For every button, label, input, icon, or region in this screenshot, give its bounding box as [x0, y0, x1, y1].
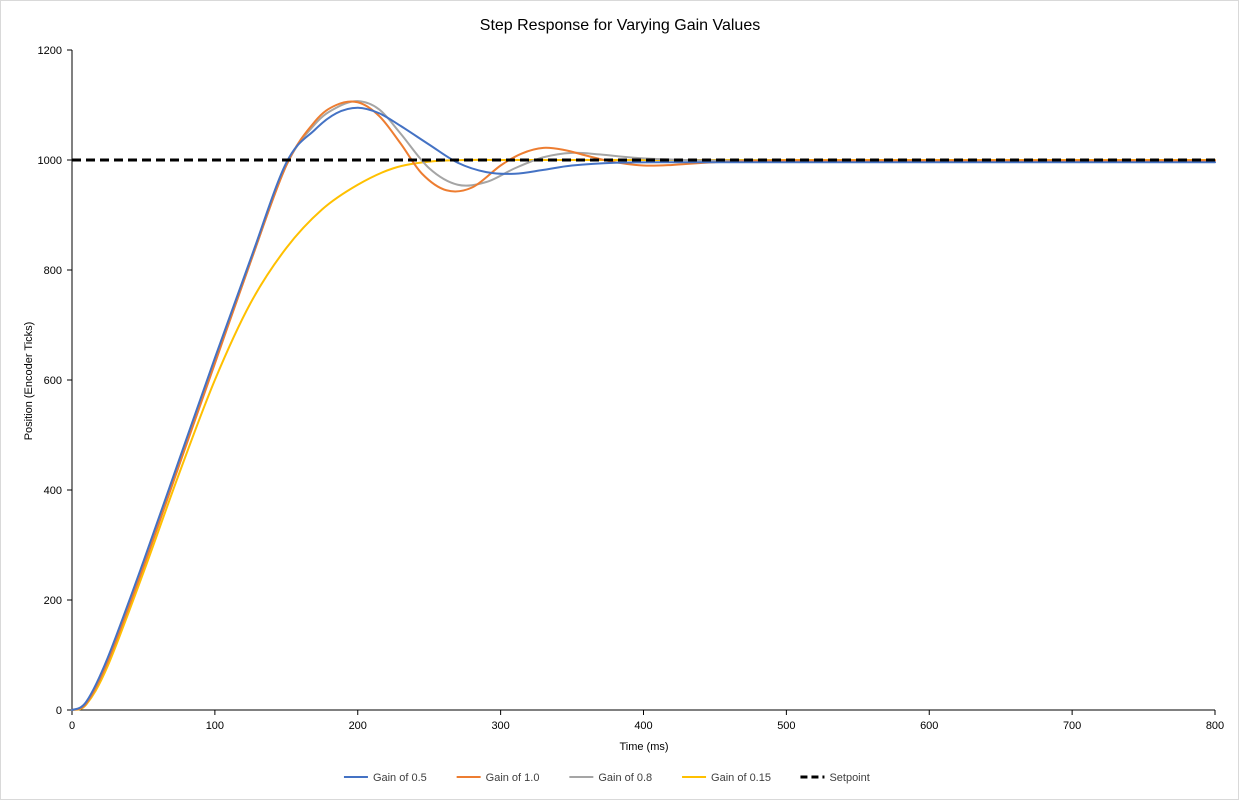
x-tick-label: 800: [1206, 720, 1224, 732]
chart-title: Step Response for Varying Gain Values: [480, 17, 760, 34]
y-axis-title: Position (Encoder Ticks): [23, 322, 35, 441]
y-tick-label: 400: [44, 485, 62, 497]
x-axis-title: Time (ms): [619, 741, 668, 753]
x-tick-label: 700: [1063, 720, 1081, 732]
series-line-gain-of-0-15: [71, 158, 1216, 711]
x-tick-label: 500: [777, 720, 795, 732]
series-line-gain-of-0-5: [71, 106, 1216, 711]
y-tick-label: 0: [56, 705, 62, 717]
y-tick-label: 1200: [38, 45, 62, 57]
y-tick-label: 1000: [38, 155, 62, 167]
axes: 0 200 400 600 800 1000 1200 0 100 200 300 400 500 600…: [38, 45, 1225, 732]
legend-label: Gain of 0.15: [711, 772, 771, 784]
series-layer: [71, 100, 1216, 711]
legend-item-gain-of-0-15: Gain of 0.15: [682, 772, 771, 784]
legend-item-gain-of-0-5: Gain of 0.5: [343, 772, 427, 784]
x-tick-label: 400: [634, 720, 652, 732]
x-tick-label: 0: [69, 720, 75, 732]
legend-item-setpoint: Setpoint: [800, 772, 870, 784]
series-line-gain-of-0-8: [71, 100, 1216, 711]
legend-item-gain-of-0-8: Gain of 0.8: [569, 772, 652, 784]
x-tick-label: 600: [920, 720, 938, 732]
y-tick-label: 600: [44, 375, 62, 387]
x-tick-label: 100: [206, 720, 224, 732]
legend-label: Setpoint: [829, 772, 869, 784]
series-line-gain-of-1-0: [71, 100, 1216, 711]
legend-item-gain-of-1-0: Gain of 1.0: [456, 772, 540, 784]
legend-label: Gain of 0.8: [598, 772, 652, 784]
legend-label: Gain of 0.5: [373, 772, 427, 784]
legend-label: Gain of 1.0: [486, 772, 540, 784]
y-tick-label: 800: [44, 265, 62, 277]
y-tick-label: 200: [44, 595, 62, 607]
legend: Gain of 0.5 Gain of 1.0 Gain of 0.8 Gain of…: [343, 772, 870, 784]
x-tick-label: 200: [349, 720, 367, 732]
x-tick-label: 300: [491, 720, 509, 732]
